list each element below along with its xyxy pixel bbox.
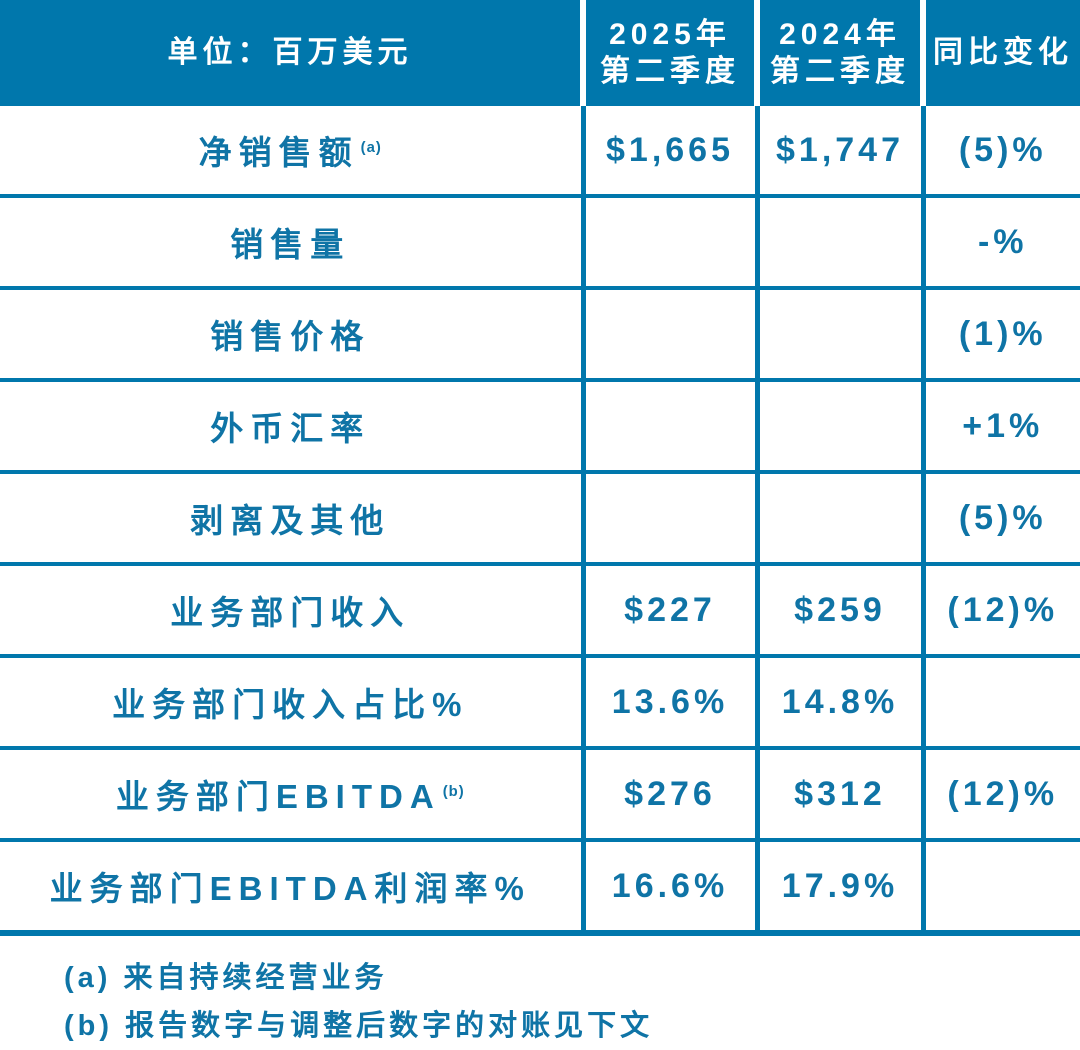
footnote-b: (b) 报告数字与调整后数字的对账见下文 bbox=[64, 1010, 654, 1042]
value-2025 bbox=[580, 472, 757, 566]
value-2025 bbox=[580, 288, 757, 382]
header-2024-quarter: 第二季度 bbox=[770, 55, 910, 88]
header-2024-year: 2024年 bbox=[779, 17, 901, 51]
row-label: 外币汇率 bbox=[210, 410, 371, 447]
table-row-sales-price: 销售价格 (1)% bbox=[0, 288, 1080, 382]
row-label-cell: 剥离及其他 bbox=[0, 472, 583, 566]
header-row: 单位：百万美元 2025年 第二季度 2024年 第二季度 同比变化 bbox=[0, 0, 1080, 106]
row-label: 业务部门EBITDA利润率% bbox=[49, 870, 531, 907]
table-row-segment-income: 业务部门收入 $227 $259 (12)% bbox=[0, 564, 1080, 658]
value-2024: 17.9% bbox=[754, 840, 923, 936]
value-change: (1)% bbox=[920, 288, 1080, 382]
header-yoy-change-text: 同比变化 bbox=[933, 36, 1073, 70]
value-2025: $1,665 bbox=[580, 106, 757, 198]
value-2024 bbox=[754, 472, 923, 566]
value-change bbox=[920, 840, 1080, 936]
header-2025-quarter: 第二季度 bbox=[600, 55, 740, 88]
row-label-cell: 销售量 bbox=[0, 196, 583, 290]
value-2024: $1,747 bbox=[754, 106, 923, 198]
table-row-net-sales: 净销售额 (a) $1,665 $1,747 (5)% bbox=[0, 106, 1080, 198]
value-change: (5)% bbox=[920, 106, 1080, 198]
value-2024 bbox=[754, 380, 923, 474]
table-row-fx-rate: 外币汇率 +1% bbox=[0, 380, 1080, 474]
value-change: -% bbox=[920, 196, 1080, 290]
value-2024: $312 bbox=[754, 748, 923, 842]
footnote-marker-a: (a) bbox=[360, 140, 382, 156]
row-label-cell: 外币汇率 bbox=[0, 380, 583, 474]
header-col-2025-q2: 2025年 第二季度 bbox=[580, 0, 757, 106]
row-label: 净销售额 bbox=[198, 134, 359, 171]
value-2024 bbox=[754, 288, 923, 382]
table-row-segment-income-pct: 业务部门收入占比% 13.6% 14.8% bbox=[0, 656, 1080, 750]
footnote-a: (a) 来自持续经营业务 bbox=[64, 962, 388, 994]
unit-label-text: 单位：百万美元 bbox=[167, 36, 413, 70]
table-header: 单位：百万美元 2025年 第二季度 2024年 第二季度 同比变化 bbox=[0, 0, 1080, 106]
value-2025 bbox=[580, 196, 757, 290]
row-label: 业务部门收入占比% bbox=[112, 686, 469, 723]
row-label-cell: 净销售额 (a) bbox=[0, 106, 583, 198]
row-label-cell: 销售价格 bbox=[0, 288, 583, 382]
header-col-2024-q2: 2024年 第二季度 bbox=[754, 0, 923, 106]
row-label-cell: 业务部门收入 bbox=[0, 564, 583, 658]
row-label: 销售量 bbox=[230, 226, 351, 263]
row-label: 销售价格 bbox=[210, 318, 371, 355]
financial-results-table: 单位：百万美元 2025年 第二季度 2024年 第二季度 同比变化 净销售额(… bbox=[0, 0, 1080, 936]
value-change: (12)% bbox=[920, 564, 1080, 658]
row-label-cell: 业务部门EBITDA利润率% bbox=[0, 840, 583, 936]
value-2025: $227 bbox=[580, 564, 757, 658]
value-2024 bbox=[754, 196, 923, 290]
value-change: (12)% bbox=[920, 748, 1080, 842]
row-label-cell: 业务部门EBITDA (b) bbox=[0, 748, 583, 842]
header-col-yoy-change: 同比变化 bbox=[920, 0, 1080, 106]
value-change: +1% bbox=[920, 380, 1080, 474]
value-2025: 13.6% bbox=[580, 656, 757, 750]
value-2024: 14.8% bbox=[754, 656, 923, 750]
row-label: 业务部门EBITDA bbox=[115, 778, 441, 815]
value-change bbox=[920, 656, 1080, 750]
table-row-segment-ebitda: 业务部门EBITDA (b) $276 $312 (12)% bbox=[0, 748, 1080, 842]
table-body: 净销售额 (a) $1,665 $1,747 (5)% 销售量 -% 销售价格 (… bbox=[0, 106, 1080, 936]
row-label-cell: 业务部门收入占比% bbox=[0, 656, 583, 750]
table-row-segment-ebitda-margin: 业务部门EBITDA利润率% 16.6% 17.9% bbox=[0, 840, 1080, 936]
table-row-sales-volume: 销售量 -% bbox=[0, 196, 1080, 290]
value-2024: $259 bbox=[754, 564, 923, 658]
header-unit-label: 单位：百万美元 bbox=[0, 0, 583, 106]
value-change: (5)% bbox=[920, 472, 1080, 566]
row-label: 业务部门收入 bbox=[170, 594, 411, 631]
value-2025: 16.6% bbox=[580, 840, 757, 936]
table-row-divestitures-other: 剥离及其他 (5)% bbox=[0, 472, 1080, 566]
footnote-marker-b: (b) bbox=[442, 784, 465, 800]
header-2025-year: 2025年 bbox=[609, 17, 731, 51]
footnotes: (a) 来自持续经营业务 (b) 报告数字与调整后数字的对账见下文 bbox=[0, 936, 1080, 1050]
value-2025 bbox=[580, 380, 757, 474]
row-label: 剥离及其他 bbox=[190, 502, 391, 539]
value-2025: $276 bbox=[580, 748, 757, 842]
